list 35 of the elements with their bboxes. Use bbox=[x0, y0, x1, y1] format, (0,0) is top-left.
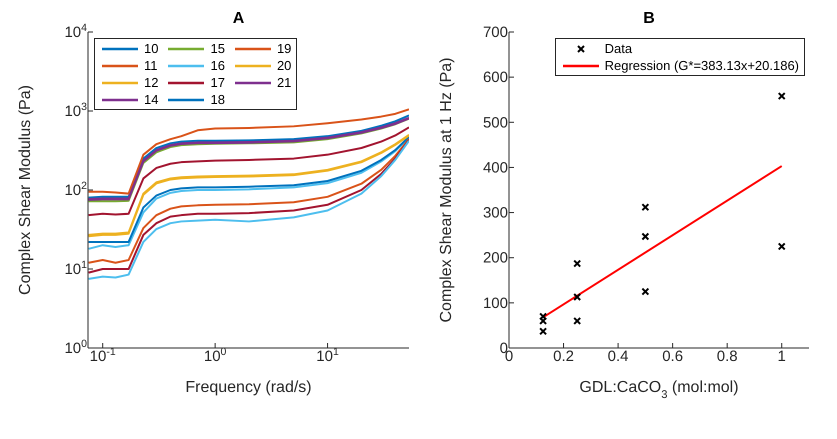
legend-label: 21 bbox=[276, 74, 292, 91]
y-tick-label: 300 bbox=[482, 204, 508, 222]
x-axis-title: GDL:CaCO$_{3}$ (mol:mol) bbox=[579, 379, 739, 401]
y-tick-label: 600 bbox=[482, 69, 508, 86]
y-tick-label: 10$^{4}$ bbox=[64, 22, 88, 41]
legend-label: 10 bbox=[144, 40, 158, 57]
x-tick-label: 0.6 bbox=[662, 348, 684, 365]
y-tick-label: 200 bbox=[482, 250, 508, 267]
y-tick-label: 10$^{1}$ bbox=[64, 259, 88, 278]
x-tick-label: 0.8 bbox=[716, 348, 738, 365]
y-axis-title: Complex Shear Modulus at 1 Hz (Pa) bbox=[438, 58, 455, 322]
y-axis-title: Complex Shear Modulus (Pa) bbox=[17, 85, 34, 295]
y-tick-label: 700 bbox=[482, 24, 508, 41]
chart-title: A bbox=[232, 10, 244, 27]
y-tick-label: 10$^{2}$ bbox=[64, 180, 88, 199]
legend-label: 12 bbox=[144, 74, 158, 91]
y-tick-label: 500 bbox=[482, 114, 508, 132]
y-tick-label: 100 bbox=[482, 294, 508, 312]
legend-label: Regression (G*=383.13x+20.186) bbox=[604, 57, 799, 74]
legend-label: 18 bbox=[210, 91, 225, 108]
legend-label: Data bbox=[604, 40, 632, 57]
legend-label: 20 bbox=[276, 57, 292, 74]
x-axis-title: Frequency (rad/s) bbox=[185, 379, 312, 396]
x-tick-label: 0.2 bbox=[553, 348, 574, 365]
y-tick-label: 400 bbox=[482, 159, 508, 176]
chart-title: B bbox=[643, 10, 655, 27]
x-tick-label: 0.4 bbox=[608, 348, 629, 365]
legend-label: 14 bbox=[144, 91, 158, 108]
y-tick-label: 10$^{3}$ bbox=[64, 101, 88, 120]
legend-label: 17 bbox=[210, 74, 225, 91]
legend-label: 15 bbox=[210, 40, 225, 57]
legend-label: 19 bbox=[276, 40, 292, 57]
legend-label: 16 bbox=[210, 57, 225, 74]
x-tick-label: 1 bbox=[778, 348, 786, 365]
legend-label: 11 bbox=[144, 57, 158, 74]
